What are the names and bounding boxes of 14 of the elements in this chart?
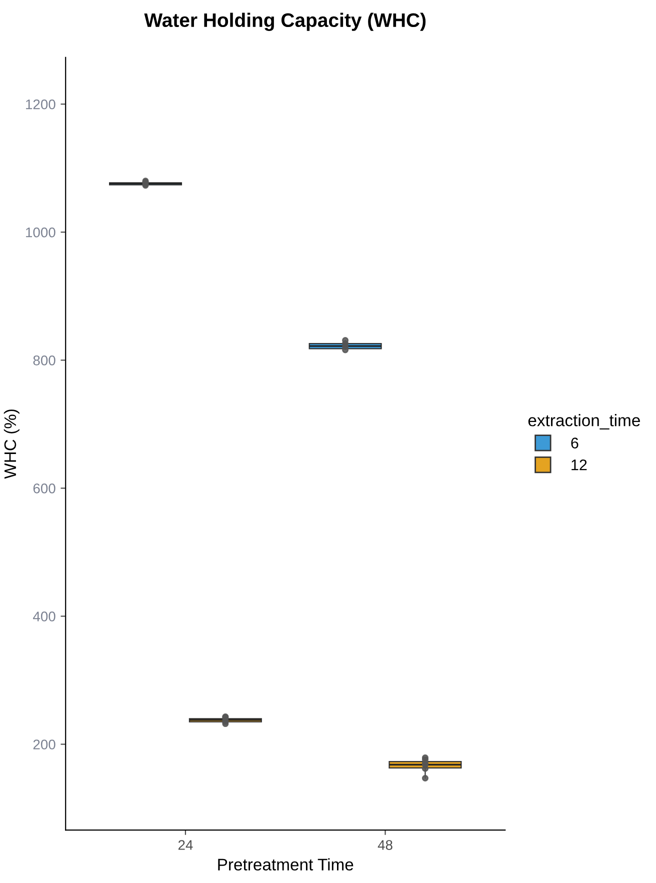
y-tick-label: 200: [33, 740, 56, 750]
chart-title: Water Holding Capacity (WHC): [144, 12, 426, 31]
x-tick-label: 48: [378, 840, 392, 850]
y-tick-label: 400: [33, 612, 56, 622]
legend-label: 12: [572, 460, 587, 470]
legend-label: 6: [571, 438, 578, 448]
y-tick-label: 1000: [26, 227, 56, 238]
legend-title: extraction_time: [528, 414, 640, 430]
y-tick-label: 600: [33, 484, 56, 494]
x-tick-label: 24: [178, 840, 193, 850]
y-tick-label: 1200: [26, 99, 56, 110]
x-axis-title: Pretreatment Time: [218, 858, 354, 870]
y-tick-label: 800: [33, 356, 56, 366]
y-axis-title: WHC (%): [4, 410, 20, 479]
